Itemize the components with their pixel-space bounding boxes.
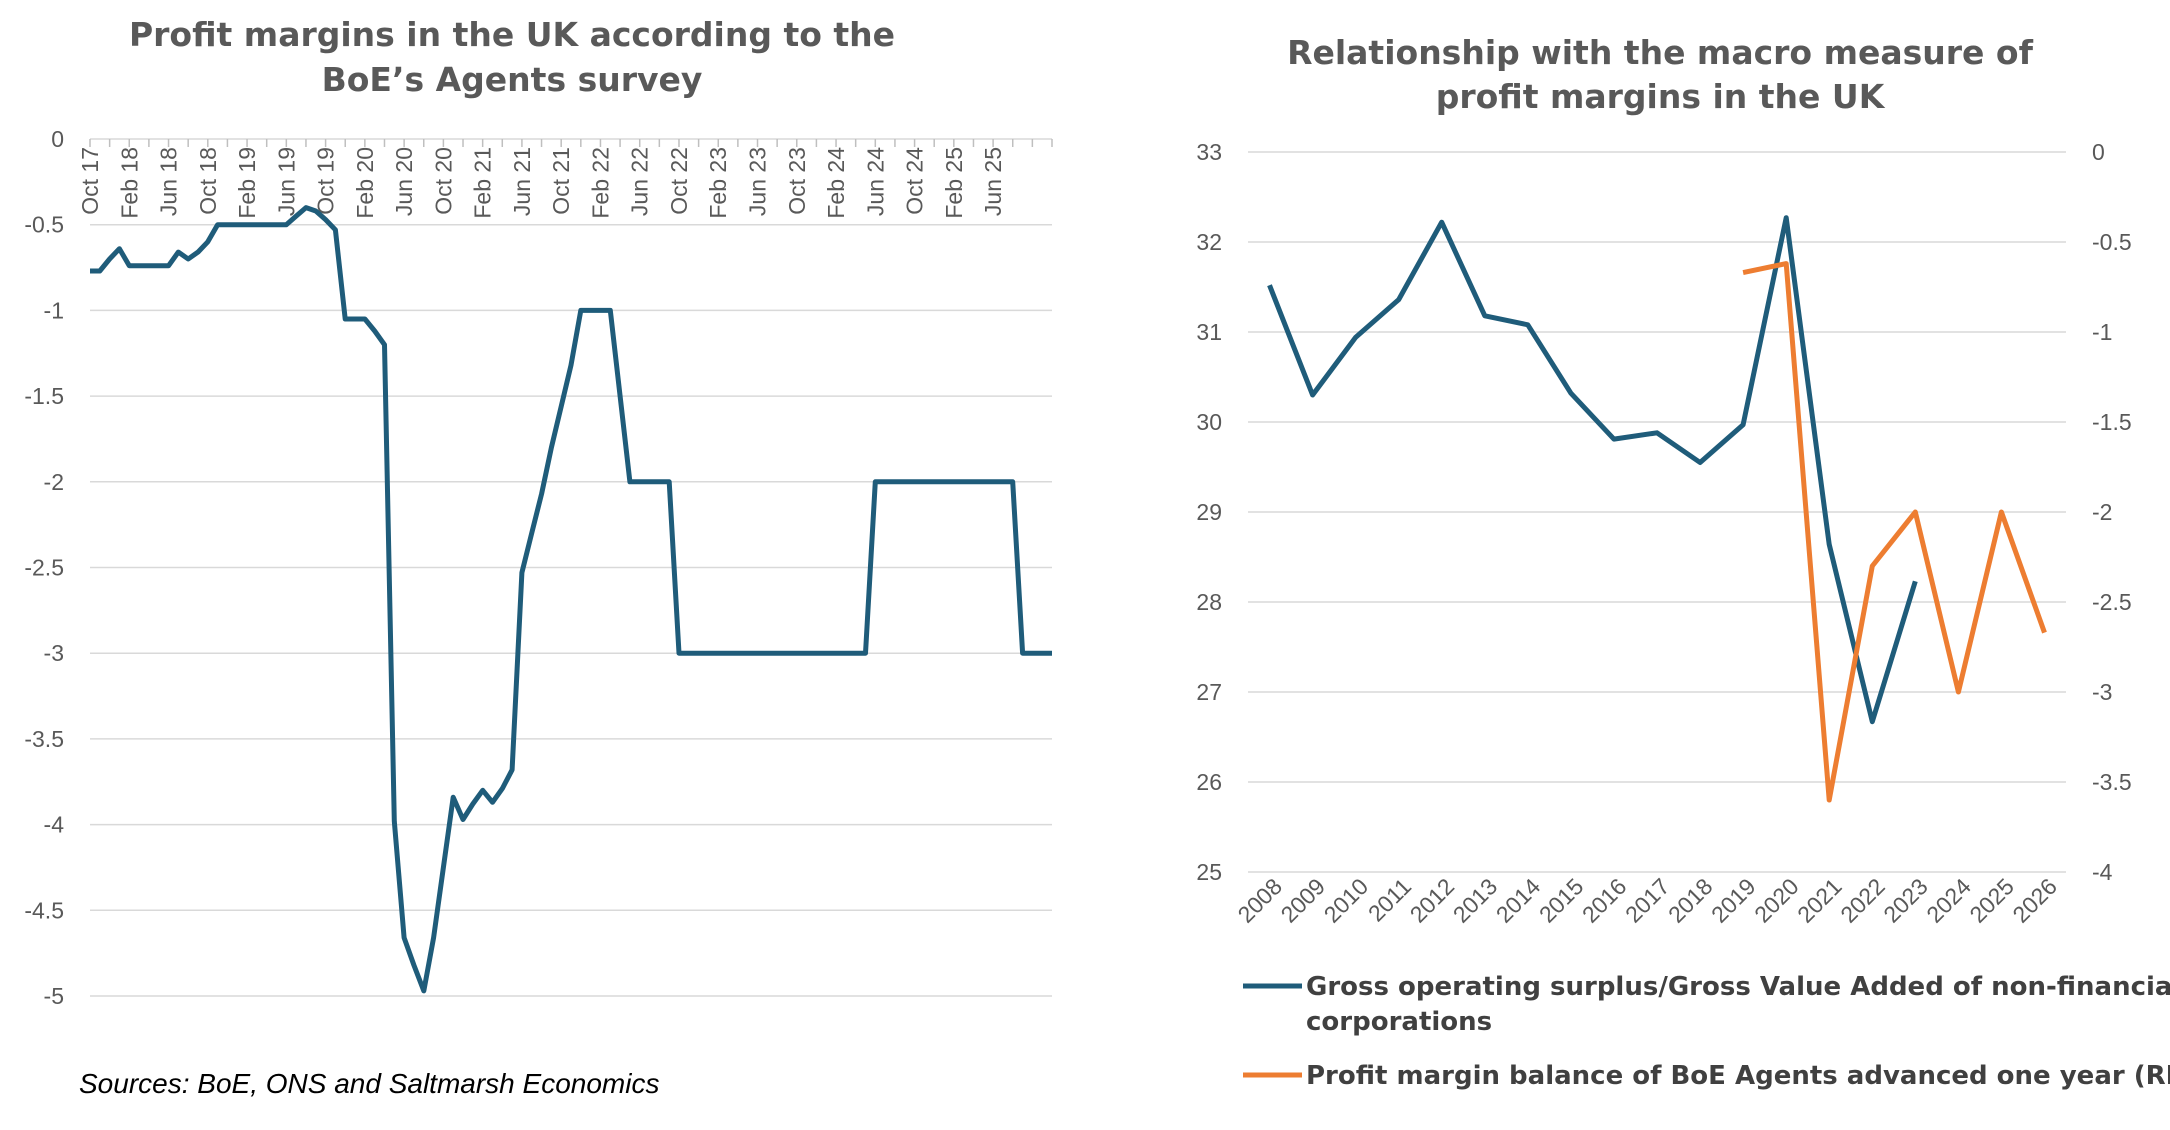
- chart1-x-tick-label: Feb 18: [116, 147, 142, 219]
- chart1-x-tick-label: Feb 20: [352, 147, 378, 219]
- chart2-left-y-tick-label: 33: [1196, 139, 1222, 165]
- chart1-x-tick-label: Oct 19: [313, 147, 339, 215]
- chart2-right-y-tick-label: -1: [2092, 319, 2112, 345]
- chart2-left-y-tick-label: 32: [1196, 229, 1222, 255]
- legend-label-gos-gva-line1: Gross operating surplus/Gross Value Adde…: [1306, 972, 2170, 1002]
- legend-label-gos-gva-line2: corporations: [1306, 1007, 1492, 1037]
- chart2-x-tick-label: 2011: [1363, 873, 1416, 926]
- chart1-x-tick-label: Oct 23: [784, 147, 810, 215]
- chart1-y-tick-label: -0.5: [24, 212, 64, 238]
- chart2-left-y-axis: 33 32 31 30 29 28 27 26 25: [1196, 139, 1222, 885]
- chart1-y-tick-label: -2: [44, 469, 64, 495]
- chart2-x-axis: 2008200920102011201220132014201520162017…: [1232, 873, 2062, 928]
- chart2-x-tick-label: 2009: [1276, 873, 1331, 928]
- chart1-x-tick-label: Jun 21: [509, 147, 535, 216]
- chart2-series-agents-advanced-line: [1742, 261, 2047, 803]
- chart2-right-y-tick-label: -0.5: [2092, 229, 2132, 255]
- chart1-y-tick-label: -5: [44, 983, 64, 1009]
- chart2-series: [1267, 215, 2047, 803]
- chart2-x-tick-label: 2021: [1792, 873, 1847, 928]
- chart2-x-tick-label: 2018: [1663, 873, 1718, 928]
- chart2-title-line1: Relationship with the macro measure of: [1287, 33, 2034, 72]
- chart2-x-tick-label: 2014: [1491, 873, 1546, 928]
- chart2-x-tick-label: 2020: [1749, 873, 1804, 928]
- chart2-legend: Gross operating surplus/Gross Value Adde…: [1243, 972, 2170, 1091]
- chart2-x-tick-label: 2012: [1405, 873, 1460, 928]
- chart2-gridlines: [1248, 151, 2066, 873]
- chart2-title-line2: profit margins in the UK: [1436, 77, 1886, 116]
- chart1-x-tick-label: Jun 23: [745, 147, 771, 216]
- chart1-y-tick-label: -4.5: [24, 897, 64, 923]
- chart1-x-tick-label: Jun 18: [156, 147, 182, 216]
- chart2-left-y-tick-label: 28: [1196, 589, 1222, 615]
- chart2-right-y-tick-label: 0: [2092, 139, 2105, 165]
- chart2-x-tick-label: 2022: [1835, 873, 1890, 928]
- chart2-x-tick-label: 2023: [1878, 873, 1933, 928]
- chart2-x-tick-label: 2015: [1534, 873, 1589, 928]
- chart2-left-y-tick-label: 29: [1196, 499, 1222, 525]
- chart1-x-tick-label: Feb 25: [941, 147, 967, 219]
- chart1-y-tick-label: -3: [44, 640, 64, 666]
- chart1-gridlines: [90, 223, 1052, 997]
- chart1-x-tick-label: Feb 23: [705, 147, 731, 219]
- chart1-x-tick-label: Oct 24: [902, 147, 928, 215]
- chart1-x-tick-label: Feb 22: [587, 147, 613, 219]
- chart1-title-line1: Profit margins in the UK according to th…: [129, 15, 895, 54]
- chart1-y-axis: 0 -0.5 -1 -1.5 -2 -2.5 -3 -3.5 -4 -4.5 -5: [24, 126, 64, 1009]
- chart2-x-tick-label: 2026: [2007, 873, 2062, 928]
- chart1-x-tick-label: Jun 19: [273, 147, 299, 216]
- chart2-series-gos-gva-line: [1267, 215, 1918, 725]
- chart1-x-tick-label: Jun 20: [391, 147, 417, 216]
- legend-label-agents-advanced: Profit margin balance of BoE Agents adva…: [1306, 1061, 2170, 1091]
- chart1-x-tick-label: Jun 24: [862, 147, 888, 216]
- chart1-x-tick-label: Oct 18: [195, 147, 221, 215]
- chart1-x-tick-label: Oct 17: [77, 147, 103, 215]
- chart2-right-y-tick-label: -3.5: [2092, 769, 2132, 795]
- chart-uk-profit-margins-agents: Profit margins in the UK according to th…: [24, 15, 1053, 1009]
- chart1-x-tick-label: Feb 19: [234, 147, 260, 219]
- chart1-x-tick-label: Oct 20: [430, 147, 456, 215]
- chart2-right-y-tick-label: -3: [2092, 679, 2112, 705]
- chart1-y-tick-label: -3.5: [24, 726, 64, 752]
- chart2-right-y-axis: 0 -0.5 -1 -1.5 -2 -2.5 -3 -3.5 -4: [2092, 139, 2132, 885]
- chart2-right-y-tick-label: -2: [2092, 499, 2112, 525]
- chart1-y-tick-label: -1.5: [24, 383, 64, 409]
- chart2-left-y-tick-label: 30: [1196, 409, 1222, 435]
- chart2-x-tick-label: 2013: [1448, 873, 1503, 928]
- chart2-x-tick-label: 2025: [1964, 873, 2019, 928]
- chart2-left-y-tick-label: 27: [1196, 679, 1222, 705]
- chart1-x-tick-label: Jun 22: [627, 147, 653, 216]
- chart2-x-tick-label: 2010: [1319, 873, 1374, 928]
- chart2-left-y-tick-label: 26: [1196, 769, 1222, 795]
- chart2-x-tick-label: 2017: [1620, 873, 1675, 928]
- chart1-x-axis: Oct 17 Feb 18 Jun 18 Oct 18 Feb 19 Jun 19 Oct …: [77, 138, 1053, 219]
- chart1-y-tick-label: 0: [51, 126, 64, 152]
- chart1-x-tick-label: Feb 24: [823, 147, 849, 219]
- chart2-right-y-tick-label: -2.5: [2092, 589, 2132, 615]
- chart2-left-y-tick-label: 25: [1196, 859, 1222, 885]
- chart1-series-line: [90, 205, 1052, 994]
- chart1-y-tick-label: -4: [44, 812, 65, 838]
- chart1-x-tick-label: Feb 21: [470, 147, 496, 219]
- chart2-right-y-tick-label: -1.5: [2092, 409, 2132, 435]
- chart2-x-tick-label: 2016: [1577, 873, 1632, 928]
- chart1-x-tick-label: Jun 25: [980, 147, 1006, 216]
- chart2-right-y-tick-label: -4: [2092, 859, 2113, 885]
- chart1-series: [90, 205, 1052, 994]
- chart1-y-tick-label: -1: [44, 297, 64, 323]
- chart2-x-tick-label: 2024: [1921, 873, 1976, 928]
- chart2-x-tick-label: 2008: [1232, 873, 1287, 928]
- source-note: Sources: BoE, ONS and Saltmarsh Economic…: [79, 1068, 659, 1099]
- chart-macro-relationship: Relationship with the macro measure of p…: [1196, 33, 2170, 1091]
- chart1-x-tick-label: Oct 21: [548, 147, 574, 215]
- chart1-x-tick-label: Oct 22: [666, 147, 692, 215]
- chart1-y-tick-label: -2.5: [24, 555, 64, 581]
- chart1-title-line2: BoE’s Agents survey: [322, 60, 703, 99]
- chart2-left-y-tick-label: 31: [1196, 319, 1222, 345]
- chart2-x-tick-label: 2019: [1706, 873, 1761, 928]
